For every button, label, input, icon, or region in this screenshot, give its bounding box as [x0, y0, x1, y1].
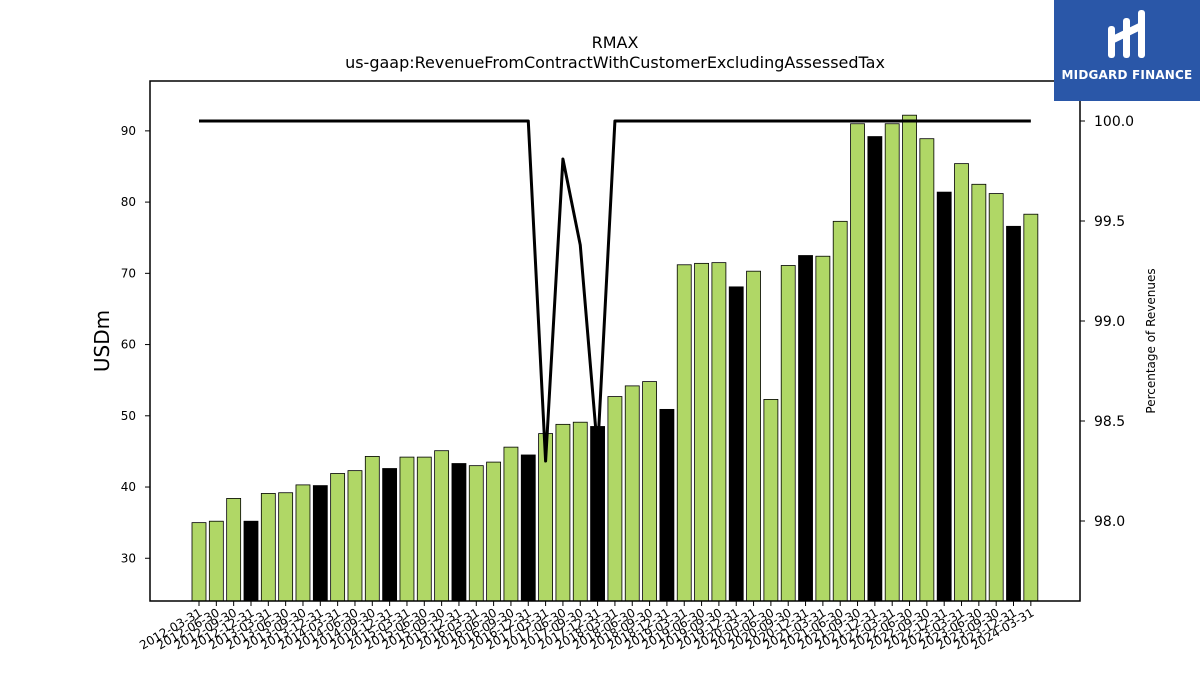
bar — [260, 493, 276, 602]
bar — [607, 396, 623, 602]
bar — [590, 426, 605, 602]
bar — [312, 485, 328, 602]
bar — [988, 193, 1004, 602]
bar — [191, 522, 207, 602]
y-tick-label: 70 — [121, 266, 136, 280]
bar — [1023, 213, 1039, 602]
y-axis-label: USDm — [90, 310, 114, 372]
bar — [382, 468, 398, 602]
bar — [936, 191, 952, 602]
x-axis: 2012-03-312012-06-302012-09-302012-12-31… — [137, 601, 1036, 652]
bar — [711, 262, 727, 602]
y-tick-label: 50 — [121, 409, 136, 423]
bar — [832, 220, 848, 602]
bar — [486, 461, 502, 602]
midgard-logo-icon — [1108, 10, 1145, 58]
bar — [798, 255, 813, 602]
bar — [780, 265, 796, 602]
bar — [243, 520, 259, 602]
y2-tick-label: 98.5 — [1094, 414, 1125, 430]
chart-title: RMAX — [592, 33, 639, 52]
bar — [434, 450, 450, 602]
bar — [555, 423, 571, 602]
y2-tick-label: 100.0 — [1094, 114, 1134, 130]
bar — [763, 399, 779, 602]
y-tick-label: 30 — [121, 551, 136, 565]
bar — [1006, 225, 1021, 602]
y-tick-label: 40 — [121, 480, 136, 494]
bar — [330, 473, 346, 602]
y2-axis-label: Percentage of Revenues — [1144, 268, 1158, 413]
bar — [364, 455, 380, 602]
bar — [572, 421, 588, 602]
y-axis-right: 98.0 98.5 99.0 99.5 100.0 — [1080, 114, 1134, 530]
bar — [503, 446, 519, 602]
bar — [659, 408, 675, 602]
percentage-line — [199, 119, 1031, 463]
y-tick-label: 80 — [121, 195, 136, 209]
y2-tick-label: 98.0 — [1094, 514, 1125, 530]
bar — [746, 270, 761, 602]
y-tick-label: 60 — [121, 338, 136, 352]
y2-tick-label: 99.0 — [1094, 314, 1125, 330]
bar — [226, 498, 242, 602]
bar — [399, 456, 415, 602]
bar — [676, 264, 692, 602]
brand-logo: MIDGARD FINANCE — [1054, 0, 1200, 101]
y-axis-left: 30 40 50 60 70 80 90 — [121, 124, 150, 565]
bar — [971, 183, 987, 602]
bar — [884, 123, 900, 602]
bar — [347, 470, 363, 602]
bar — [520, 454, 536, 602]
y-tick-label: 90 — [121, 124, 136, 138]
bar — [694, 262, 709, 602]
bar — [919, 138, 935, 602]
bar — [468, 465, 484, 602]
bar — [850, 123, 865, 602]
bar — [728, 286, 744, 602]
bar — [451, 463, 467, 602]
bar — [815, 255, 831, 602]
bar — [624, 385, 640, 602]
bar — [954, 163, 969, 602]
chart-subtitle: us-gaap:RevenueFromContractWithCustomerE… — [345, 53, 885, 72]
bar — [416, 456, 432, 602]
bar — [278, 492, 294, 602]
y2-tick-label: 99.5 — [1094, 214, 1125, 230]
bar — [642, 381, 657, 602]
bar — [295, 484, 311, 602]
bar — [867, 136, 883, 602]
brand-name: MIDGARD FINANCE — [1061, 68, 1193, 82]
bar — [208, 520, 224, 602]
bar-series — [191, 114, 1039, 602]
bar — [902, 114, 917, 602]
